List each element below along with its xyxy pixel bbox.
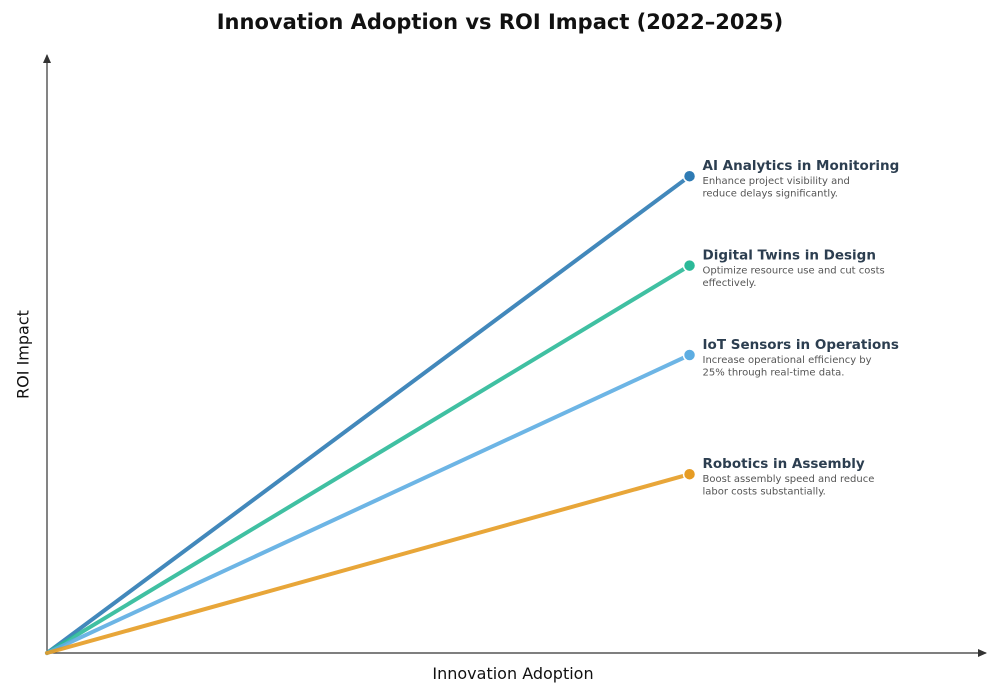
series-layer: AI Analytics in Monitoring Enhance projec… xyxy=(45,158,900,655)
series-annotation-description: Enhance project visibility and xyxy=(703,176,850,187)
series-annotation-description: reduce delays significantly. xyxy=(703,189,838,200)
series-annotation-description: Boost assembly speed and reduce xyxy=(703,474,875,485)
series-end-point xyxy=(682,348,697,362)
series-line xyxy=(45,472,692,655)
series-annotation-description: labor costs substantially. xyxy=(703,487,826,498)
series-end-point xyxy=(682,258,697,273)
series-end-point xyxy=(682,467,697,481)
chart-title: Innovation Adoption vs ROI Impact (2022–… xyxy=(216,10,784,34)
series-annotation-description: Increase operational efficiency by xyxy=(703,355,872,366)
series-line xyxy=(45,174,692,655)
x-axis-label: Innovation Adoption xyxy=(432,664,594,683)
series-annotation-title: Digital Twins in Design xyxy=(703,248,876,264)
series-line xyxy=(45,353,692,655)
series-3: Robotics in Assembly Boost assembly speed… xyxy=(45,456,875,655)
series-annotation-description: effectively. xyxy=(703,278,757,289)
series-0: AI Analytics in Monitoring Enhance projec… xyxy=(45,158,900,655)
series-annotation-description: Optimize resource use and cut costs xyxy=(703,266,885,277)
series-line xyxy=(45,263,692,655)
series-annotation-title: Robotics in Assembly xyxy=(703,456,865,472)
series-annotation-description: 25% through real-time data. xyxy=(703,368,845,379)
series-2: IoT Sensors in Operations Increase operat… xyxy=(45,337,899,655)
series-annotation-title: IoT Sensors in Operations xyxy=(703,337,899,353)
series-end-point xyxy=(682,169,697,183)
series-1: Digital Twins in Design Optimize resource… xyxy=(45,248,885,655)
series-annotation-title: AI Analytics in Monitoring xyxy=(703,158,900,174)
